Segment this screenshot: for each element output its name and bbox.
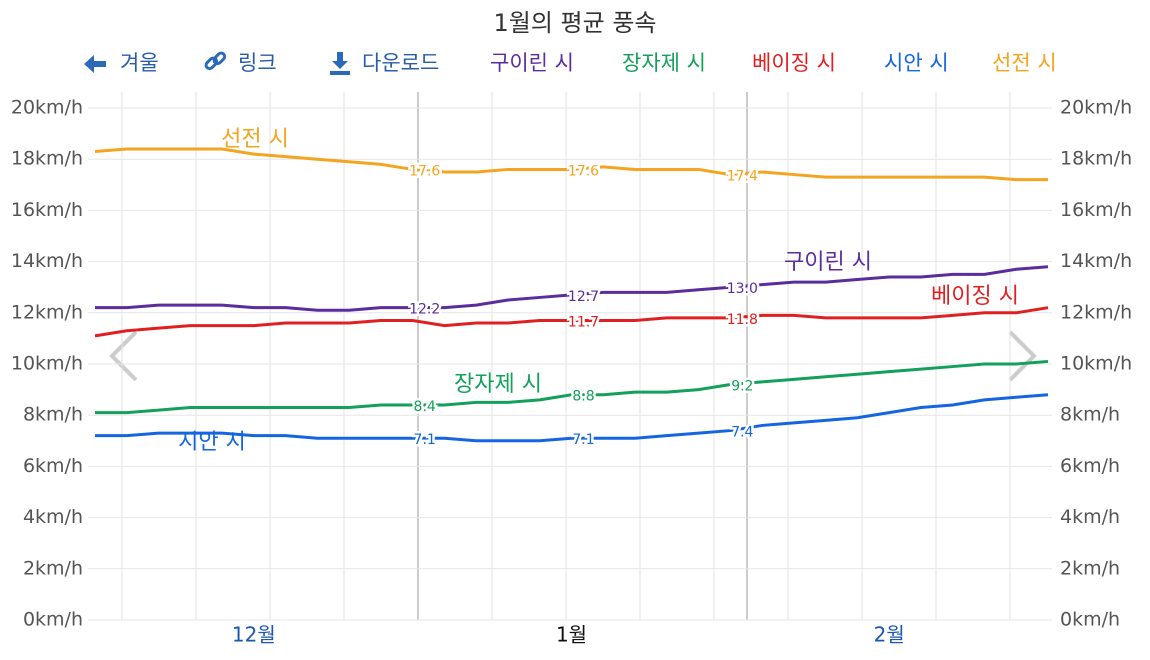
data-label: 17.6 (568, 163, 599, 179)
y-tick-label: 10km/h (11, 353, 83, 375)
data-label: 12.2 (409, 302, 440, 318)
y2-tick-label: 20km/h (1060, 97, 1132, 119)
download-icon[interactable] (330, 52, 350, 75)
data-label: 11.7 (568, 314, 599, 330)
x-tick-label: 12월 (232, 623, 276, 647)
nav-arrows[interactable] (109, 330, 1037, 382)
y-tick-label: 4km/h (23, 506, 83, 528)
data-label: 17.4 (727, 169, 758, 185)
next-arrow[interactable] (1008, 330, 1037, 382)
y-tick-label: 12km/h (11, 301, 83, 323)
toolbar-button[interactable]: 겨울 (120, 51, 159, 75)
y2-tick-label: 8km/h (1060, 404, 1120, 426)
chart-title: 1월의 평균 풍속 (493, 9, 656, 37)
data-label: 17.6 (409, 163, 440, 179)
y-tick-label: 8km/h (23, 404, 83, 426)
y-tick-label: 2km/h (23, 557, 83, 579)
y-tick-label: 0km/h (23, 609, 83, 631)
prev-arrow[interactable] (109, 330, 138, 382)
legend-entry: 시안 시 (884, 51, 949, 75)
series-line (94, 147, 1048, 182)
link-icon[interactable] (204, 51, 227, 71)
toolbar-button[interactable]: 링크 (238, 51, 277, 75)
legend-entry: 베이징 시 (752, 51, 836, 75)
y2-tick-label: 14km/h (1060, 250, 1132, 272)
series-line (95, 359, 1049, 415)
y-tick-label: 16km/h (11, 199, 83, 221)
toolbar[interactable]: 겨울 링크 다운로드 (84, 51, 439, 75)
y2-tick-label: 4km/h (1060, 506, 1120, 528)
data-label: 9.2 (731, 378, 753, 394)
series-line (95, 393, 1049, 443)
x-tick-label: 2월 (874, 623, 905, 647)
y-tick-label: 6km/h (23, 455, 83, 477)
legend-entry: 장자제 시 (622, 51, 706, 75)
series-annotation: 장자제 시 (454, 372, 542, 397)
series-annotation: 구이린 시 (784, 250, 872, 275)
y-tick-label: 20km/h (11, 97, 83, 119)
data-label: 8.4 (414, 399, 436, 415)
legend-entry: 구이린 시 (490, 51, 574, 75)
data-label: 7.1 (572, 432, 594, 448)
x-tick-label: 1월 (556, 623, 587, 647)
y-tick-label: 14km/h (11, 250, 83, 272)
y2-tick-label: 18km/h (1060, 148, 1132, 170)
back-icon[interactable] (84, 55, 106, 73)
y2-tick-label: 6km/h (1060, 455, 1120, 477)
data-label: 7.4 (731, 425, 753, 441)
data-label: 13.0 (727, 281, 758, 297)
y2-tick-label: 0km/h (1060, 609, 1120, 631)
series-annotation: 선전 시 (221, 127, 289, 152)
y2-tick-label: 16km/h (1060, 199, 1132, 221)
toolbar-button[interactable]: 다운로드 (362, 51, 439, 75)
series-annotation: 시안 시 (178, 430, 246, 455)
y2-tick-label: 2km/h (1060, 557, 1120, 579)
y2-tick-label: 10km/h (1060, 353, 1132, 375)
legend-entry: 선전 시 (992, 51, 1057, 75)
series-line (95, 265, 1049, 312)
y-tick-label: 18km/h (11, 148, 83, 170)
series-line (94, 306, 1049, 338)
series-annotation: 베이징 시 (931, 284, 1019, 309)
data-label: 11.8 (727, 312, 758, 328)
data-label: 7.1 (414, 432, 436, 448)
data-label: 12.7 (568, 289, 599, 305)
data-label: 8.8 (572, 389, 594, 405)
y2-tick-label: 12km/h (1060, 301, 1132, 323)
